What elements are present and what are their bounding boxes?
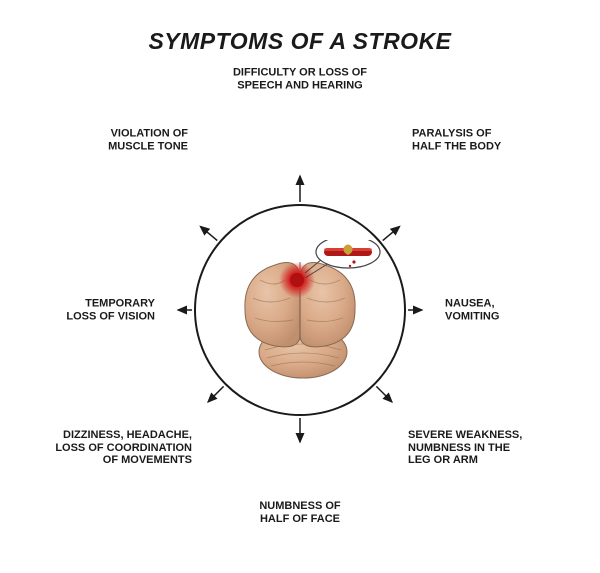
- symptom-label-1: PARALYSIS OF HALF THE BODY: [412, 127, 501, 152]
- symptom-label-2: NAUSEA, VOMITING: [445, 297, 499, 322]
- center-circle: [194, 204, 406, 416]
- symptom-label-3: SEVERE WEAKNESS, NUMBNESS IN THE LEG OR …: [408, 429, 522, 467]
- brain-illustration: [215, 240, 385, 390]
- symptom-label-7: VIOLATION OF MUSCLE TONE: [108, 127, 188, 152]
- symptom-label-6: TEMPORARY LOSS OF VISION: [66, 297, 155, 322]
- symptom-label-4: NUMBNESS OF HALF OF FACE: [259, 500, 340, 525]
- center-diagram: [194, 204, 406, 416]
- symptom-label-5: DIZZINESS, HEADACHE, LOSS OF COORDINATIO…: [55, 429, 192, 467]
- symptom-label-0: DIFFICULTY OR LOSS OF SPEECH AND HEARING: [233, 67, 367, 92]
